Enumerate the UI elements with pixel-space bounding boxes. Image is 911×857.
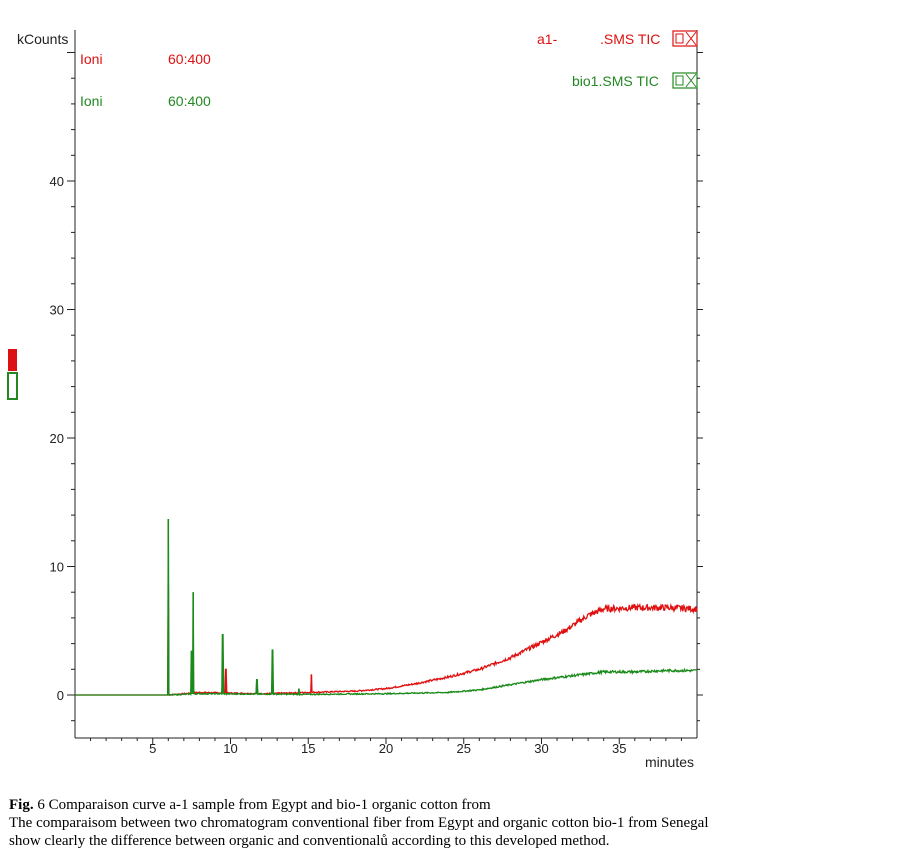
series-lines bbox=[75, 518, 698, 697]
x-tick-label: 30 bbox=[534, 741, 548, 756]
x-tick-label: 35 bbox=[612, 741, 626, 756]
x-tick-label: 10 bbox=[223, 741, 237, 756]
tick-labels: 5 10 15 20 25 30 35 0 10 20 30 40 bbox=[50, 174, 627, 756]
x-tick-label: 5 bbox=[149, 741, 156, 756]
ion-range-red: 60:400 bbox=[168, 51, 211, 67]
trace-marker-red[interactable] bbox=[8, 349, 17, 371]
figure-caption: Fig. 6 Comparaison curve a-1 sample from… bbox=[9, 796, 904, 850]
legend-green-name-b: bio1.SMS TIC bbox=[572, 73, 659, 89]
ion-label-green: Ioni bbox=[80, 93, 103, 109]
x-tick-label: 25 bbox=[457, 741, 471, 756]
y-tick-label: 30 bbox=[50, 303, 64, 318]
y-tick-label: 0 bbox=[57, 688, 64, 703]
y-unit-label: kCounts bbox=[17, 31, 68, 47]
x-unit-label: minutes bbox=[645, 754, 694, 770]
series-line-bio1 bbox=[75, 518, 698, 697]
trace-marker-green[interactable] bbox=[7, 372, 18, 400]
caption-line-3: show clearly the difference between orga… bbox=[9, 833, 610, 849]
caption-line-2: The comparaisom between two chromatogram… bbox=[9, 815, 709, 831]
ion-label-red: Ioni bbox=[80, 51, 103, 67]
chromatogram-chart: kCounts minutes Ioni 60:400 Ioni 60:400 … bbox=[7, 30, 703, 770]
caption-fig-label: Fig. bbox=[9, 797, 34, 813]
x-tick-label: 20 bbox=[379, 741, 393, 756]
axis-ticks bbox=[67, 52, 703, 744]
legend-red-name-b: .SMS TIC bbox=[600, 31, 660, 47]
legend-green-toggle-icon[interactable] bbox=[672, 72, 698, 89]
caption-fig-text: 6 Comparaison curve a-1 sample from Egyp… bbox=[33, 797, 491, 813]
ion-range-green: 60:400 bbox=[168, 93, 211, 109]
legend-red-toggle-icon[interactable] bbox=[672, 30, 698, 47]
y-tick-label: 10 bbox=[50, 560, 64, 575]
legend-red-name-a: a1- bbox=[537, 31, 558, 47]
x-tick-label: 15 bbox=[301, 741, 315, 756]
y-tick-label: 40 bbox=[50, 174, 64, 189]
y-tick-label: 20 bbox=[50, 431, 64, 446]
